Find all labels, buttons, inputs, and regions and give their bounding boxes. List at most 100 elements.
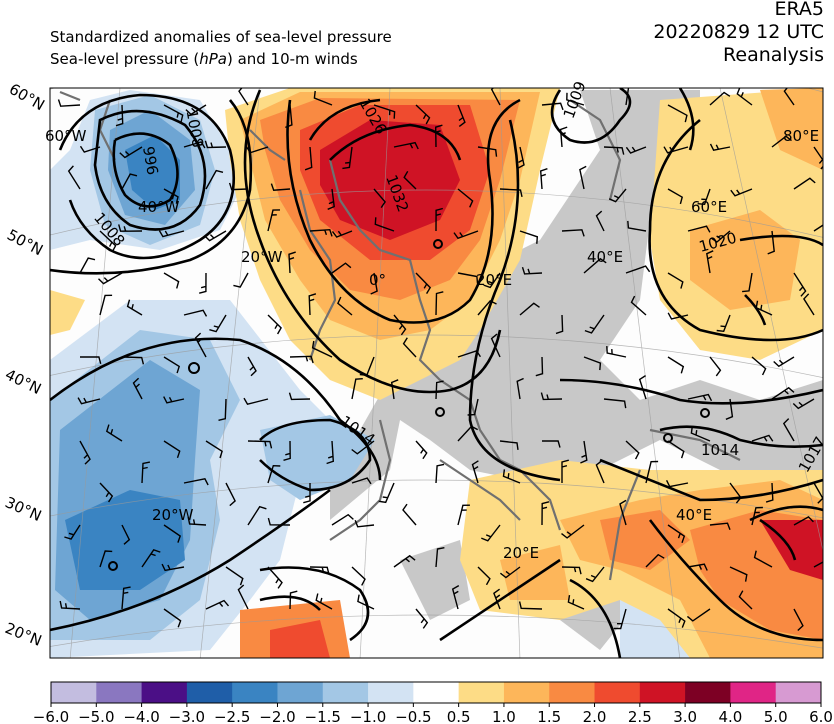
wind-barb — [645, 553, 665, 568]
lon-label-20w: 20°W — [241, 248, 283, 266]
colorbar-tick-label: 0.5 — [447, 708, 471, 724]
wind-barb — [163, 104, 184, 123]
wind-barb — [665, 479, 689, 488]
wind-barb — [435, 291, 444, 316]
wind-barb — [518, 601, 543, 610]
wind-barb — [595, 210, 605, 232]
wind-barb — [697, 188, 711, 206]
latitude-labels: 60°N 50°N 40°N 30°N 20°N — [2, 80, 48, 650]
wind-barb — [709, 356, 722, 377]
title-line-2: Sea-level pressure (hPa) and 10-m winds — [50, 48, 392, 70]
wind-barb — [813, 561, 823, 568]
wind-barb — [141, 461, 151, 484]
wind-barb — [315, 593, 333, 610]
wind-barb — [132, 377, 143, 400]
colorbar-cell — [186, 682, 233, 703]
wind-barb — [559, 126, 568, 148]
wind-barb — [803, 293, 815, 316]
wind-barb — [183, 141, 206, 149]
wind-barb — [435, 380, 444, 400]
wind-barb — [667, 608, 686, 628]
wind-barb — [331, 513, 354, 526]
lon-label-20e: 20°E — [476, 271, 512, 289]
wind-barb — [370, 272, 378, 295]
wind-barb — [390, 379, 399, 400]
wind-barb — [98, 272, 123, 285]
wind-barb — [402, 337, 417, 358]
wind-barb — [331, 230, 353, 238]
wind-barb — [374, 217, 395, 232]
wind-barb — [237, 584, 249, 610]
wind-barb — [351, 566, 366, 586]
wind-barb — [79, 257, 96, 274]
wind-barb — [667, 272, 684, 289]
wind-barb — [183, 478, 209, 486]
wind-barb — [267, 464, 281, 484]
wind-barb — [64, 524, 81, 540]
wind-barb — [793, 516, 814, 526]
wind-barb — [499, 440, 519, 450]
wind-barb — [163, 356, 181, 374]
wind-barb — [308, 293, 317, 316]
wind-barb — [645, 460, 659, 484]
title-line-2-post: ) and 10-m winds — [226, 50, 358, 68]
wind-barb — [813, 146, 823, 170]
map-info: ERA5 20220829 12 UTC Reanalysis — [653, 0, 824, 67]
wind-barb — [457, 504, 470, 526]
wind-barb — [403, 170, 417, 190]
wind-barb — [608, 188, 627, 203]
colorbar-tick-label: 3.0 — [673, 708, 697, 724]
colorbar-tick-label: 2.5 — [628, 708, 652, 724]
wind-barb — [793, 608, 804, 632]
wind-barb — [521, 266, 543, 275]
lon-label-0: 0° — [369, 271, 386, 289]
wind-barb — [402, 503, 417, 526]
wind-barb — [357, 594, 375, 610]
wind-barb — [730, 188, 753, 197]
wind-barb — [792, 398, 815, 410]
wind-barb — [57, 99, 81, 107]
wind-barb — [247, 505, 267, 526]
colorbar-tick-label: −4.0 — [123, 708, 159, 724]
colorbar-cell — [51, 682, 97, 703]
wind-barb — [77, 397, 101, 405]
wind-barb — [331, 262, 352, 274]
wind-barb — [706, 250, 714, 274]
wind-barb — [285, 104, 293, 129]
wind-barb — [204, 140, 227, 149]
wind-barb — [502, 469, 521, 484]
wind-barb — [163, 440, 181, 459]
wind-barb — [435, 207, 443, 232]
wind-barb — [121, 356, 145, 365]
colorbar-tick-label: 5.0 — [764, 708, 788, 724]
wind-barb — [667, 440, 685, 459]
wind-barb — [753, 550, 773, 568]
wind-barb — [415, 272, 432, 294]
negative-anomalies — [50, 90, 700, 658]
wind-barb — [354, 519, 375, 528]
colorbar-cells — [51, 682, 822, 703]
wind-barb — [686, 608, 711, 622]
longitude-labels: 60°W 40°W 20°W 0° 20°E 40°E 60°E 80°E 20… — [45, 127, 819, 562]
lon-label-20w-south: 20°W — [152, 506, 194, 524]
wind-barb — [725, 398, 734, 420]
wind-barb — [667, 312, 689, 320]
wind-barb — [126, 299, 143, 316]
wind-barb — [813, 224, 823, 232]
colorbar-cell — [277, 682, 324, 703]
wind-barb — [245, 146, 269, 154]
wind-barb — [225, 566, 244, 586]
wind-barb — [561, 524, 585, 539]
wind-barb — [205, 440, 223, 459]
wind-barb — [243, 397, 269, 406]
wind-barb — [99, 482, 114, 503]
wind-barb — [519, 302, 540, 316]
wind-barb — [457, 104, 466, 127]
wind-barb — [539, 168, 548, 190]
lon-label-80e: 80°E — [783, 127, 819, 145]
wind-barb — [561, 566, 582, 575]
wind-barb — [667, 104, 688, 123]
wind-barb — [481, 524, 501, 542]
wind-barb — [267, 209, 281, 232]
wind-barb — [359, 356, 375, 377]
